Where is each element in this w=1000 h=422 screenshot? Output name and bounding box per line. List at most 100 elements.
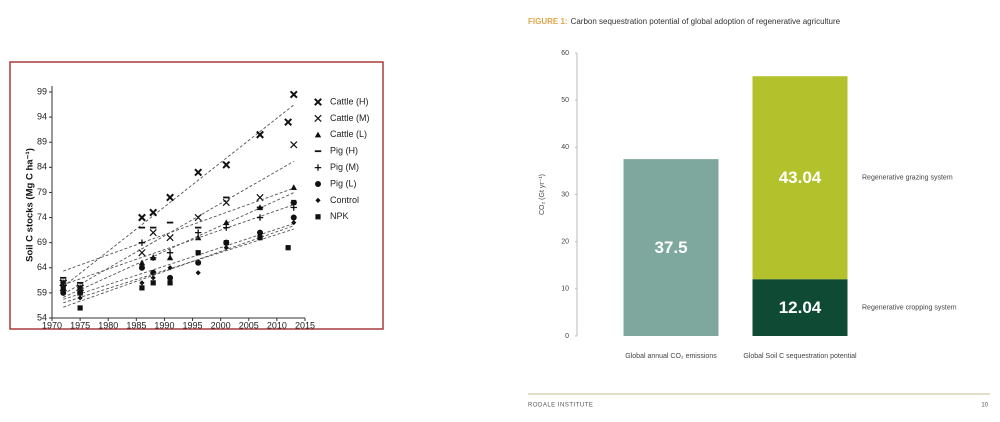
marker xyxy=(166,254,174,261)
x-tick-label: 1990 xyxy=(154,320,174,330)
marker xyxy=(167,280,173,286)
marker xyxy=(167,274,174,281)
marker xyxy=(289,90,298,99)
marker xyxy=(222,160,231,169)
legend-marker xyxy=(314,98,322,106)
trend-line xyxy=(63,204,294,286)
y-tick-label: 10 xyxy=(561,286,569,293)
legend-label: NPK xyxy=(330,211,349,221)
marker xyxy=(139,285,145,291)
legend-marker xyxy=(315,181,321,187)
marker xyxy=(290,184,297,190)
x-tick-label: Global Soil C sequestration potential xyxy=(743,353,857,360)
marker xyxy=(291,219,297,226)
y-tick-label: 64 xyxy=(37,262,47,272)
y-tick-label: 74 xyxy=(37,212,47,222)
marker xyxy=(257,235,263,241)
value-label: 12.04 xyxy=(779,298,822,317)
y-axis-label: CO₂ (Gt yr⁻¹) xyxy=(539,174,546,215)
legend-label: Pig (M) xyxy=(330,162,359,172)
segment-label: Regenerative grazing system xyxy=(862,175,953,182)
x-tick-label: 2005 xyxy=(239,320,259,330)
y-tick-label: 50 xyxy=(561,97,569,104)
marker xyxy=(194,229,202,236)
legend-marker xyxy=(314,131,322,138)
y-tick-label: 59 xyxy=(37,287,47,297)
marker xyxy=(138,239,146,246)
marker xyxy=(138,264,145,271)
trend-line xyxy=(63,161,294,295)
y-tick-label: 20 xyxy=(561,239,569,246)
x-tick-label: 2000 xyxy=(211,320,231,330)
legend-label: Pig (L) xyxy=(330,178,357,188)
marker xyxy=(194,213,202,222)
marker xyxy=(60,279,67,287)
trend-line xyxy=(62,104,295,287)
marker xyxy=(195,259,202,266)
chart-frame xyxy=(9,61,384,330)
trend-line xyxy=(63,223,294,300)
legend-label: Pig (H) xyxy=(330,146,358,156)
marker xyxy=(256,130,264,139)
marker xyxy=(60,285,66,291)
bar-segment xyxy=(623,159,719,336)
marker xyxy=(223,240,229,246)
marker xyxy=(166,249,174,256)
value-label: 43.04 xyxy=(779,168,822,187)
legend-label: Cattle (L) xyxy=(330,129,367,139)
y-tick-label: 84 xyxy=(37,162,47,172)
y-tick-label: 54 xyxy=(37,312,47,322)
marker xyxy=(223,245,229,251)
marker xyxy=(223,224,230,231)
marker xyxy=(77,289,84,296)
y-tick-label: 79 xyxy=(37,187,47,197)
marker xyxy=(290,204,297,211)
trend-line xyxy=(63,187,294,272)
bar-segment xyxy=(752,76,848,280)
marker xyxy=(150,275,156,281)
x-tick-label: 1970 xyxy=(42,320,62,330)
y-tick-label: 69 xyxy=(37,237,47,247)
marker xyxy=(77,305,83,311)
marker xyxy=(290,141,298,149)
legend-label: Cattle (M) xyxy=(330,113,370,123)
y-tick-label: 94 xyxy=(37,111,47,121)
y-tick-label: 40 xyxy=(561,144,569,151)
marker xyxy=(291,199,297,206)
marker xyxy=(290,214,297,221)
x-tick-label: 2010 xyxy=(267,320,287,330)
marker xyxy=(222,198,230,207)
marker xyxy=(166,234,174,242)
marker xyxy=(149,208,158,217)
marker xyxy=(60,290,66,296)
bar-segment xyxy=(752,279,848,336)
x-tick-label: 2015 xyxy=(295,320,315,330)
marker xyxy=(195,270,201,276)
x-tick-label: 1995 xyxy=(183,320,203,330)
axis-line xyxy=(51,86,305,319)
marker xyxy=(150,254,157,261)
marker xyxy=(77,295,83,301)
y-axis-label: Soil C stocks (Mg C ha⁻¹) xyxy=(25,148,36,262)
marker xyxy=(257,229,264,236)
x-tick-label: 1980 xyxy=(98,320,118,330)
x-tick-label: 1985 xyxy=(126,320,146,330)
marker xyxy=(138,249,146,257)
legend-marker xyxy=(315,214,321,220)
page-number: 10 xyxy=(981,403,988,409)
title-prefix: FIGURE 1: xyxy=(528,17,568,26)
legend-marker xyxy=(314,114,322,123)
x-tick-label: 1975 xyxy=(70,320,90,330)
legend-marker xyxy=(314,164,322,171)
y-tick-label: 0 xyxy=(565,333,569,340)
title-text: Carbon sequestration potential of global… xyxy=(571,17,841,26)
marker xyxy=(167,265,173,271)
legend-label: Control xyxy=(330,195,359,205)
chart-title: FIGURE 1: Carbon sequestration potential … xyxy=(528,17,841,26)
value-label: 37.5 xyxy=(654,238,687,257)
segment-label: Regenerative cropping system xyxy=(862,304,957,311)
marker xyxy=(138,213,146,222)
y-tick-label: 89 xyxy=(37,137,47,147)
